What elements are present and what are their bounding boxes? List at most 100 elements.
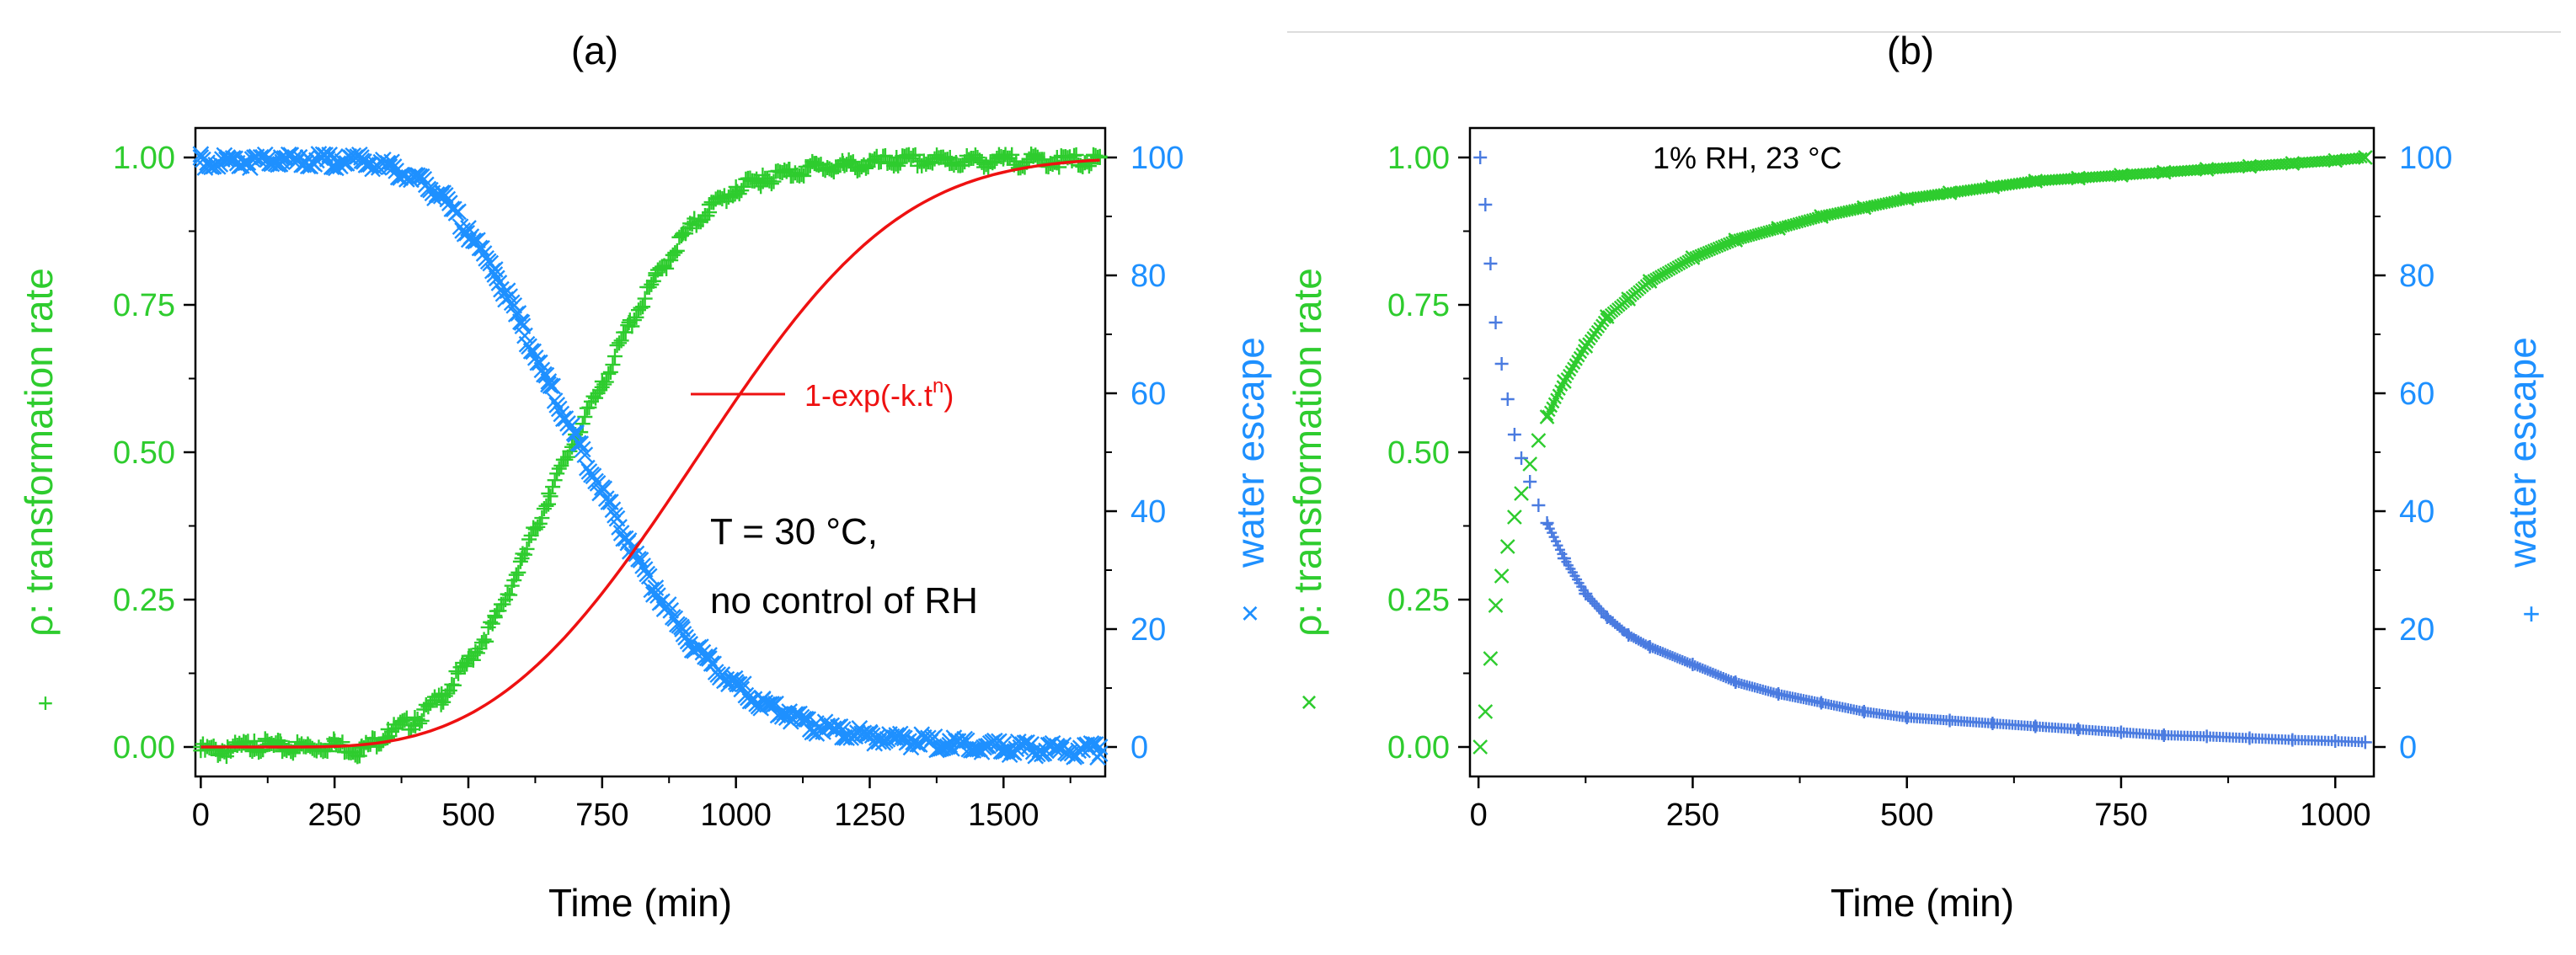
panel-a-x-tick-label: 1000 [700, 798, 772, 833]
panel-a-y-left-tick-label: 0.00 [113, 730, 175, 766]
panel-a-transformation-point [613, 333, 629, 349]
panel-a-y-right-tick-label: 40 [1130, 494, 1166, 530]
panel-a-water-escape-point [565, 424, 583, 442]
panel-b-y-right-tick-label: 60 [2399, 376, 2434, 412]
panel-b-y-left-tick-label: 0.00 [1387, 730, 1450, 766]
panel-a-transformation-point [468, 643, 484, 659]
panel-a-x-tick-label: 1250 [834, 798, 906, 833]
panel-b-water-escape-point [1494, 357, 1509, 371]
panel-a-right-series-marker: × [1241, 596, 1259, 632]
panel-a-transformation-point [512, 553, 528, 569]
panel-a-water-escape-point [596, 480, 613, 498]
panel-b-transformation-point [1499, 539, 1515, 554]
panel-a-water-escape-point [1089, 749, 1106, 766]
panel-a-transformation-point [478, 633, 494, 649]
panel-b-y-left-tick-label: 0.50 [1387, 435, 1450, 471]
panel-a-transformation-point [351, 748, 367, 764]
panel-a-transformation-point [541, 496, 557, 512]
panel-a-transformation-point [577, 408, 593, 424]
panel-a-y-left-tick-label: 0.25 [113, 583, 175, 618]
panel-a-transformation-point [575, 416, 591, 432]
panel-b-left-series-marker: × [1300, 685, 1317, 719]
panel-a-left-axis-label: ρ: transformation rate [17, 268, 61, 637]
panel-a-annotation-line1: T = 30 °C, [710, 511, 878, 552]
panel-a-water-escape-point [548, 397, 566, 413]
panel-a-transformation-point [523, 527, 539, 543]
panel-b-plot-frame [1468, 126, 2376, 778]
panel-a-transformation-point [633, 300, 649, 316]
panel-a-transformation-point [510, 564, 526, 580]
panel-b-transformation-point [1514, 486, 1529, 501]
fit-label-base: 1-exp(-k.t [804, 378, 933, 413]
panel-a-transformation-point [659, 260, 675, 276]
panel-a-fit-legend-label: 1-exp(-k.tn) [804, 375, 954, 413]
panel-b-transformation-point [1507, 510, 1522, 525]
panel-a-water-escape-point [901, 733, 917, 750]
panel-a-transformation-point [451, 665, 467, 681]
panel-a-annotation-line2: no control of RH [710, 580, 978, 622]
panel-a-water-escape-point [572, 435, 590, 452]
panel-a-x-axis-label: Time (min) [548, 881, 732, 925]
panel-b-x-tick-label: 0 [1470, 798, 1488, 833]
panel-a-water-escape-point [585, 467, 602, 485]
panel-a-left-series-marker: + [38, 688, 54, 718]
panel-a-transformation-point [502, 587, 518, 603]
panel-a-x-tick-label: 500 [441, 798, 494, 833]
panel-b-transformation-point [1494, 568, 1510, 584]
panel-a-water-escape-point [439, 190, 457, 208]
panel-a-transformation-point [596, 376, 612, 392]
panel-a-transformation-point [521, 531, 537, 547]
panel-a-transformation-point [1004, 147, 1020, 163]
panel-b-water-escape-point [1488, 316, 1503, 329]
panel-b-x-tick-label: 500 [1880, 798, 1933, 833]
panel-a-y-right-tick-label: 80 [1130, 259, 1166, 294]
fit-label-sup: n [933, 375, 943, 397]
panel-a-water-escape-point [576, 446, 594, 464]
panel-b-transformation-point [1522, 456, 1538, 472]
panel-a-water-escape-point [568, 424, 585, 441]
panel-a-transformation-point [459, 656, 475, 672]
panel-a-transformation-point [699, 208, 715, 224]
panel-b-transformation-point [1531, 433, 1547, 448]
panel-b-y-left-tick-label: 0.75 [1387, 288, 1450, 323]
panel-a-transformation-point [628, 309, 644, 325]
fit-label-close: ) [943, 378, 954, 413]
panel-b-water-escape-point [1483, 257, 1498, 270]
panel-a-transformation-point [420, 699, 436, 715]
panel-a-transformation-point [630, 302, 646, 318]
panel-b-right-axis-label: water escape [2500, 337, 2544, 568]
panel-a-transformation-point [637, 291, 653, 307]
panel-a-water-escape-point [604, 501, 622, 519]
panel-a-transformation-point [1083, 156, 1099, 172]
panel-a-water-escape-point [640, 568, 658, 585]
panel-a-water-escape-point [546, 392, 564, 409]
panel-a-transformation-point [508, 567, 524, 583]
panel-a-water-escape-point [514, 317, 532, 335]
panel-b-y-left-tick-label: 1.00 [1387, 141, 1450, 176]
panel-a-transformation-point [446, 677, 462, 693]
panel-a-fit-curve [200, 158, 1100, 749]
panel-a-transformation-point [551, 461, 567, 477]
panel-a-water-escape-point [317, 147, 334, 163]
panel-a-transformation-point [602, 364, 618, 380]
panel-a-transformation-point [534, 510, 550, 526]
panel-a-water-escape-point [475, 245, 493, 262]
panel-a-transformation-point [635, 299, 651, 315]
panel-a-transformation-point [731, 186, 747, 202]
panel-b-y-right-tick-label: 40 [2399, 494, 2434, 530]
panel-a-transformation-point [538, 498, 554, 514]
panel-b-water-escape-point [1523, 475, 1537, 488]
panel-a-transformation-point [607, 349, 623, 365]
panel-a-water-escape-point [499, 282, 516, 300]
panel-b-transformation-point [1478, 704, 1494, 719]
panel-a-y-right-tick-label: 20 [1130, 612, 1166, 648]
panel-a-transformation-point [398, 710, 414, 726]
panel-a-water-escape-point [1091, 745, 1109, 762]
panel-a-x-tick-label: 250 [307, 798, 361, 833]
panel-b-y-right-tick-label: 100 [2399, 141, 2452, 176]
panel-a-transformation-point [734, 183, 750, 199]
panel-b-water-escape-point [1507, 428, 1521, 441]
panel-a-transformation-point [436, 694, 452, 710]
panel-a-water-escape-point [830, 718, 847, 736]
